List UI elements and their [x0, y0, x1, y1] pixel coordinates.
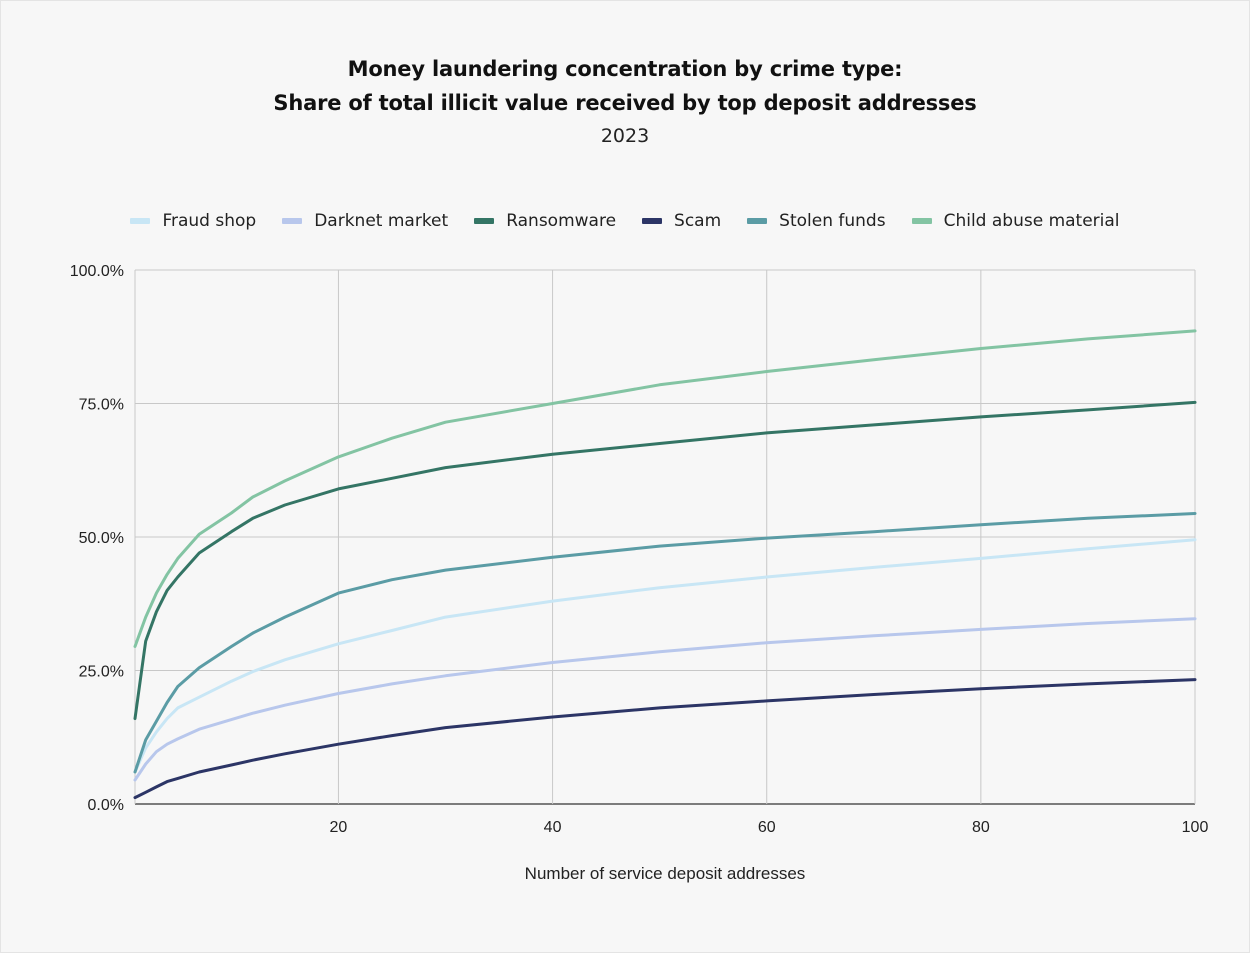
legend-swatch: [747, 218, 768, 224]
series-line-fraud-shop: [133, 538, 1197, 774]
legend-swatch: [642, 218, 663, 224]
x-tick-label: 100: [1182, 819, 1209, 836]
chart-legend: Fraud shop Darknet market Ransomware Scam St…: [0, 211, 1250, 231]
series-line-ransomware: [133, 400, 1197, 721]
chart-title-line-2: Share of total illicit value received by…: [273, 91, 977, 115]
x-axis-label: Number of service deposit addresses: [524, 864, 806, 883]
legend-label: Ransomware: [506, 211, 617, 231]
series-line-child-abuse-material: [133, 329, 1197, 648]
y-tick-label: 25.0%: [79, 664, 124, 681]
series-line-darknet-market: [133, 617, 1197, 782]
y-tick-label: 100.0%: [70, 263, 124, 280]
chart-title: Money laundering concentration by crime …: [0, 52, 1250, 152]
legend-item: Stolen funds: [747, 211, 886, 231]
y-tick-label: 0.0%: [88, 797, 124, 814]
legend-item: Child abuse material: [911, 211, 1120, 231]
y-tick-label: 50.0%: [79, 530, 124, 547]
series-line-stolen-funds: [133, 512, 1197, 774]
legend-label: Fraud shop: [162, 211, 257, 231]
x-tick-label: 40: [544, 819, 562, 836]
series-line-scam: [133, 678, 1197, 800]
legend-label: Stolen funds: [779, 211, 886, 231]
chart-subtitle: 2023: [600, 125, 650, 147]
legend-item: Fraud shop: [130, 211, 256, 231]
legend-item: Ransomware: [474, 211, 616, 231]
legend-item: Darknet market: [282, 211, 448, 231]
x-tick-label: 60: [758, 819, 776, 836]
x-tick-label: 20: [330, 819, 348, 836]
legend-label: Scam: [674, 211, 722, 231]
legend-swatch: [282, 218, 303, 224]
chart-title-line-1: Money laundering concentration by crime …: [347, 57, 903, 81]
legend-swatch: [130, 218, 151, 224]
legend-item: Scam: [642, 211, 721, 231]
legend-swatch: [911, 218, 932, 224]
y-tick-label: 75.0%: [79, 397, 124, 414]
x-tick-label: 80: [972, 819, 990, 836]
legend-label: Child abuse material: [943, 211, 1120, 231]
legend-swatch: [474, 218, 495, 224]
legend-label: Darknet market: [314, 211, 449, 231]
